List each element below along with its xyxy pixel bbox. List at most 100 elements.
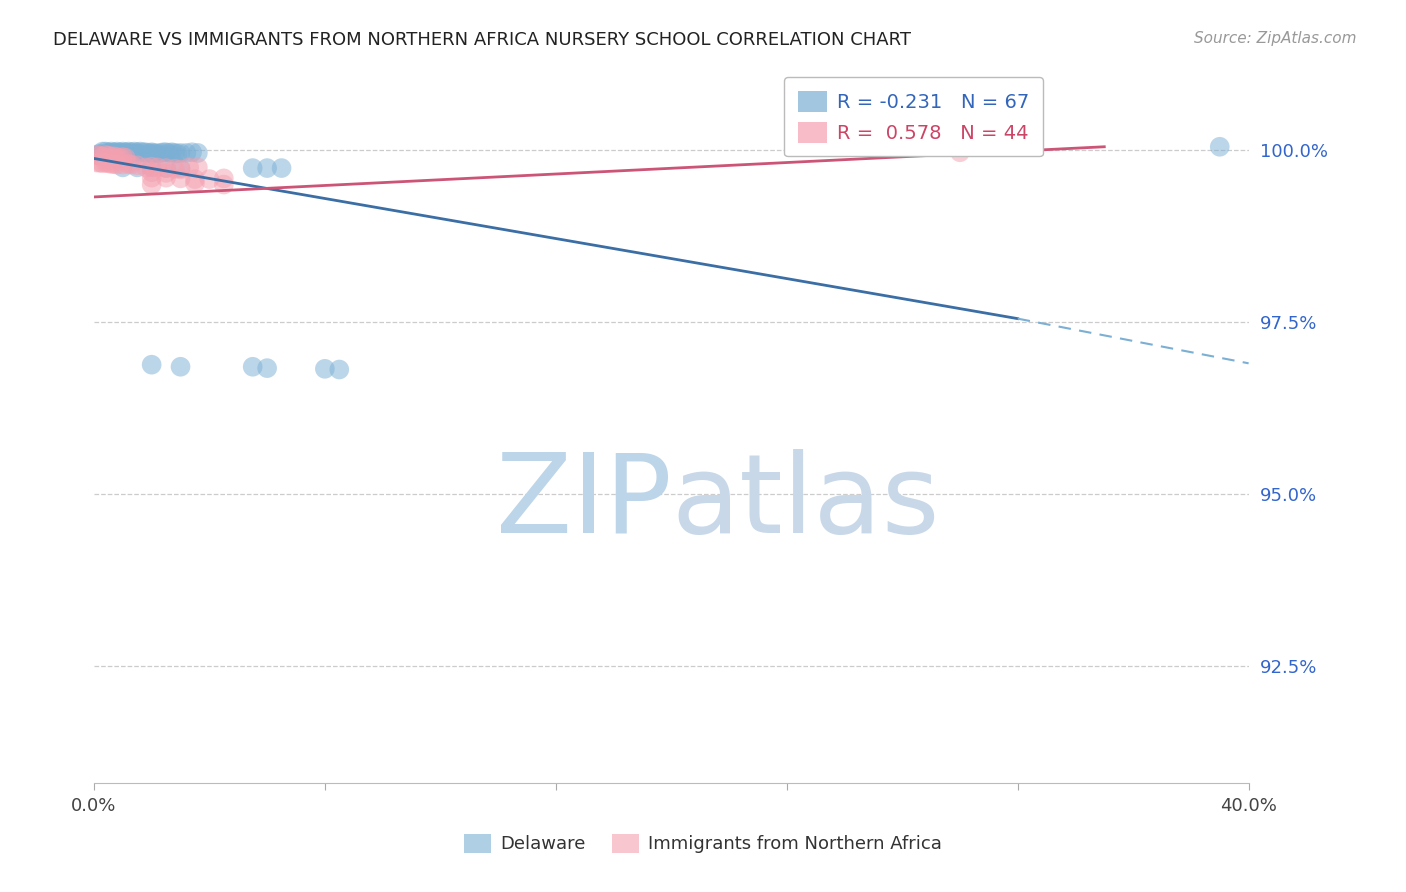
Point [120,158,142,172]
Point [163,145,186,160]
Point [138,145,160,160]
Point [111,158,134,172]
Point [94,145,117,159]
Point [111,151,134,165]
Point [108,151,131,165]
Point [176,145,198,160]
Point [103,146,125,161]
Point [105,145,128,159]
Point [141,358,163,372]
Point [949,145,972,160]
Point [152,145,174,160]
Point [124,145,146,159]
Point [103,149,125,163]
Point [89,148,111,162]
Point [143,145,166,160]
Point [97,146,120,161]
Point [94,149,117,163]
Point [141,145,163,160]
Point [117,145,139,160]
Point [94,148,117,162]
Legend: Delaware, Immigrants from Northern Africa: Delaware, Immigrants from Northern Afric… [457,826,949,861]
Point [155,145,177,160]
Point [212,178,235,192]
Point [141,178,163,192]
Point [94,155,117,169]
Point [108,146,131,161]
Point [100,145,122,160]
Point [141,160,163,174]
Point [97,156,120,170]
Point [86,155,108,169]
Point [100,149,122,163]
Point [111,145,134,160]
Point [97,149,120,163]
Point [155,161,177,175]
Point [160,145,183,160]
Point [100,145,122,159]
Point [91,149,114,163]
Point [157,145,180,160]
Point [89,155,111,169]
Point [169,359,191,374]
Point [141,161,163,175]
Point [114,145,136,160]
Point [91,145,114,159]
Point [146,146,169,161]
Point [181,145,204,160]
Point [146,161,169,175]
Point [187,161,209,175]
Point [198,172,221,186]
Point [103,145,125,160]
Point [127,146,149,161]
Point [111,161,134,175]
Point [108,151,131,165]
Point [166,146,188,161]
Point [242,359,264,374]
Point [155,161,177,175]
Point [86,148,108,162]
Point [89,149,111,163]
Point [114,151,136,165]
Point [103,157,125,171]
Point [111,150,134,164]
Point [187,145,209,160]
Point [127,145,149,160]
Text: ZIP: ZIP [495,449,671,556]
Point [256,361,278,376]
Point [111,145,134,159]
Point [117,157,139,171]
Point [103,150,125,164]
Point [169,162,191,177]
Point [169,171,191,186]
Point [97,149,120,163]
Point [105,150,128,164]
Point [163,161,186,176]
Point [149,145,172,160]
Legend: R = -0.231   N = 67, R =  0.578   N = 44: R = -0.231 N = 67, R = 0.578 N = 44 [785,77,1043,156]
Point [141,165,163,179]
Point [105,158,128,172]
Point [135,161,157,175]
Point [155,166,177,180]
Point [97,145,120,160]
Point [108,145,131,160]
Point [132,145,155,160]
Text: atlas: atlas [671,449,939,556]
Point [86,148,108,162]
Point [117,145,139,159]
Point [184,176,207,190]
Point [179,161,201,175]
Point [328,362,350,376]
Point [127,161,149,175]
Point [100,149,122,163]
Point [169,145,191,160]
Point [114,146,136,161]
Point [91,149,114,163]
Point [129,145,152,159]
Text: DELAWARE VS IMMIGRANTS FROM NORTHERN AFRICA NURSERY SCHOOL CORRELATION CHART: DELAWARE VS IMMIGRANTS FROM NORTHERN AFR… [53,31,911,49]
Point [141,146,163,161]
Point [120,145,142,160]
Text: Source: ZipAtlas.com: Source: ZipAtlas.com [1194,31,1357,46]
Point [270,161,292,175]
